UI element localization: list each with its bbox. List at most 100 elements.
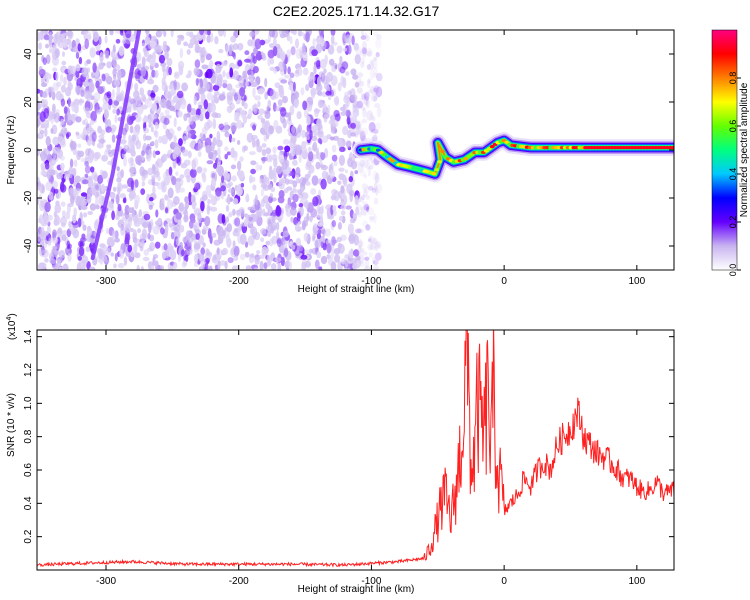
noise-speck: [257, 114, 263, 120]
noise-speck: [80, 259, 85, 270]
noise-speck: [141, 93, 146, 102]
ridge-core: [466, 154, 472, 159]
noise-speck: [345, 71, 350, 76]
noise-speck: [144, 135, 152, 141]
noise-speck: [369, 216, 374, 223]
noise-speck: [280, 107, 287, 117]
noise-speck: [147, 232, 151, 240]
noise-speck: [369, 59, 375, 71]
noise-speck: [60, 181, 65, 192]
noise-speck: [186, 103, 192, 113]
noise-speck: [324, 228, 332, 237]
noise-speck: [374, 241, 379, 252]
noise-speck: [367, 207, 375, 216]
noise-speck: [141, 56, 146, 67]
noise-speck: [265, 202, 271, 210]
ridge-core: [489, 145, 495, 149]
noise-speck: [374, 243, 382, 249]
noise-speck: [45, 54, 51, 64]
noise-speck: [169, 249, 177, 261]
noise-speck: [48, 31, 53, 41]
noise-speck: [315, 161, 321, 170]
noise-speck: [178, 138, 183, 147]
noise-speck: [55, 90, 62, 101]
noise-speck: [78, 246, 85, 257]
noise-speck: [172, 150, 177, 160]
noise-speck: [37, 111, 41, 116]
noise-speck: [49, 44, 56, 53]
noise-speck: [197, 212, 202, 224]
noise-speck: [199, 133, 203, 138]
noise-speck: [320, 152, 326, 161]
noise-speck: [369, 113, 374, 121]
noise-speck: [304, 260, 311, 268]
noise-speck: [144, 30, 150, 34]
noise-speck: [198, 266, 204, 270]
noise-speck: [333, 190, 340, 202]
noise-speck: [375, 172, 380, 184]
noise-speck: [167, 242, 173, 253]
noise-speck: [106, 91, 112, 99]
noise-speck: [341, 258, 346, 265]
noise-speck: [231, 125, 237, 133]
noise-speck: [340, 205, 347, 210]
noise-speck: [149, 57, 156, 67]
noise-speck: [375, 122, 381, 130]
noise-speck: [98, 248, 103, 260]
noise-speck: [355, 206, 359, 216]
noise-speck: [154, 130, 159, 139]
noise-speck: [111, 88, 115, 99]
spectrogram-noise-layer: [37, 30, 383, 270]
noise-speck: [291, 125, 296, 134]
noise-speck: [37, 88, 41, 94]
noise-speck: [268, 169, 275, 180]
noise-speck: [325, 90, 332, 96]
y-tick-label: 0: [23, 147, 34, 153]
noise-speck: [354, 170, 359, 175]
noise-speck: [177, 253, 181, 262]
noise-speck: [232, 265, 239, 270]
noise-speck: [327, 44, 335, 55]
noise-speck: [154, 70, 159, 79]
noise-speck: [220, 192, 224, 200]
noise-speck: [358, 197, 365, 203]
noise-speck: [113, 100, 120, 106]
noise-speck: [62, 37, 68, 49]
noise-speck: [85, 148, 90, 156]
noise-speck: [115, 38, 121, 44]
noise-speck: [112, 108, 117, 114]
noise-speck: [152, 185, 156, 196]
noise-speck: [249, 151, 256, 156]
noise-speck: [90, 166, 95, 173]
noise-speck: [344, 91, 348, 99]
noise-speck: [115, 91, 122, 97]
noise-speck: [296, 226, 304, 231]
noise-speck: [270, 186, 276, 193]
noise-speck: [256, 250, 261, 255]
noise-speck: [88, 82, 95, 93]
spectrogram-ridge-layer: [352, 131, 674, 183]
noise-speck: [44, 201, 51, 213]
noise-speck: [301, 141, 307, 149]
noise-speck: [293, 99, 299, 109]
noise-speck: [147, 78, 155, 85]
noise-speck: [122, 134, 126, 140]
noise-speck: [220, 185, 226, 192]
noise-speck: [214, 36, 219, 45]
noise-speck: [372, 134, 378, 142]
x-tick-label: -300: [96, 276, 116, 287]
noise-speck: [167, 90, 173, 101]
noise-speck: [368, 252, 373, 258]
noise-speck: [198, 253, 205, 262]
noise-speck: [311, 235, 316, 242]
noise-speck: [42, 57, 47, 65]
noise-speck: [57, 135, 64, 142]
ridge-core: [504, 140, 510, 144]
noise-speck: [347, 90, 352, 96]
noise-speck: [287, 179, 294, 185]
noise-speck: [202, 167, 208, 173]
noise-speck: [200, 247, 205, 256]
noise-speck: [215, 187, 222, 197]
noise-speck: [184, 196, 189, 204]
